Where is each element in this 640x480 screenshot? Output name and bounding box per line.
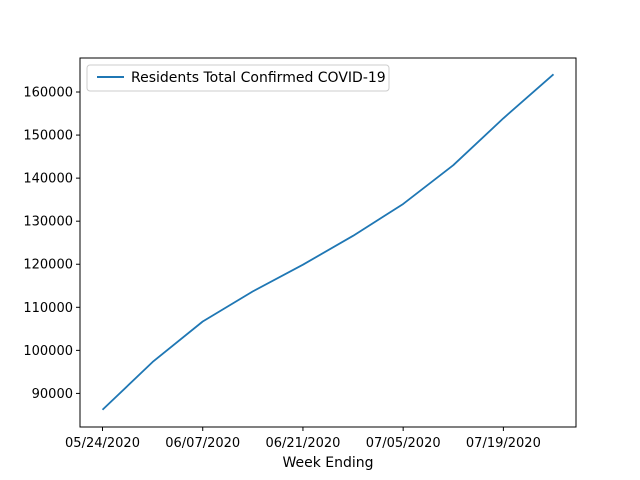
x-axis-title: Week Ending bbox=[282, 455, 373, 471]
x-axis-ticks: 05/24/2020 06/07/2020 06/21/2020 07/05/2020… bbox=[65, 427, 541, 451]
y-tick-label: 140000 bbox=[23, 172, 73, 187]
y-axis-ticks: 90000 100000 110000 120000 130000 140000 15000… bbox=[23, 86, 80, 402]
y-tick-label: 150000 bbox=[23, 129, 73, 144]
y-tick-label: 90000 bbox=[32, 387, 73, 402]
y-tick-label: 160000 bbox=[23, 86, 73, 101]
x-tick-label: 05/24/2020 bbox=[65, 436, 140, 451]
y-tick-label: 110000 bbox=[23, 301, 73, 316]
axes-frame bbox=[79, 57, 577, 428]
legend-box bbox=[86, 64, 390, 92]
y-tick-label: 130000 bbox=[23, 215, 73, 230]
legend: Residents Total Confirmed COVID-19 bbox=[86, 64, 390, 92]
y-tick-label: 120000 bbox=[23, 258, 73, 273]
plot-area bbox=[79, 57, 577, 428]
series-line-0 bbox=[101, 73, 555, 411]
y-tick-label: 100000 bbox=[23, 344, 73, 359]
x-tick-label: 06/07/2020 bbox=[165, 436, 240, 451]
x-tick-label: 06/21/2020 bbox=[265, 436, 340, 451]
legend-label: Residents Total Confirmed COVID-19 bbox=[131, 70, 386, 86]
x-tick-label: 07/19/2020 bbox=[466, 436, 541, 451]
x-tick-label: 07/05/2020 bbox=[366, 436, 441, 451]
